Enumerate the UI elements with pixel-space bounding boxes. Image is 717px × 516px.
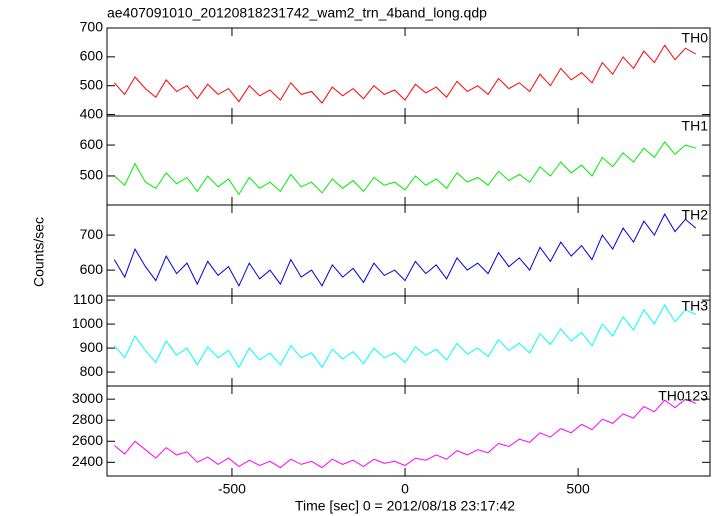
panel-frame xyxy=(106,27,711,117)
y-tick-label: 2400 xyxy=(72,453,103,469)
y-tick-label: 2600 xyxy=(72,432,103,448)
series-label: TH2 xyxy=(682,207,709,223)
data-line xyxy=(113,141,696,196)
chart-title: ae407091010_20120818231742_wam2_trn_4ban… xyxy=(107,5,487,21)
y-tick-label: 1100 xyxy=(73,291,103,307)
series-label: TH1 xyxy=(682,118,709,134)
panel-frame xyxy=(106,385,711,477)
y-tick-label: 600 xyxy=(80,136,104,152)
series-label: TH3 xyxy=(682,298,709,314)
series-label: TH0123 xyxy=(658,388,708,404)
x-tick-label: 0 xyxy=(401,481,409,497)
y-tick-label: 1000 xyxy=(72,315,103,331)
y-tick-label: 3000 xyxy=(72,390,103,406)
y-tick-label: 700 xyxy=(80,19,104,35)
data-line xyxy=(113,213,697,288)
y-axis-label: Counts/sec xyxy=(31,217,47,287)
y-tick-label: 2800 xyxy=(72,411,103,427)
y-tick-label: 900 xyxy=(80,339,104,355)
x-axis-label: Time [sec] 0 = 2012/08/18 23:17:42 xyxy=(295,498,515,514)
data-line xyxy=(113,398,696,469)
y-tick-label: 400 xyxy=(80,105,104,121)
y-tick-label: 600 xyxy=(80,261,104,277)
x-tick-label: 500 xyxy=(566,481,590,497)
y-tick-label: 500 xyxy=(80,76,104,92)
y-tick-label: 800 xyxy=(80,363,104,379)
y-tick-label: 600 xyxy=(80,48,104,64)
data-line xyxy=(113,303,697,369)
y-tick-label: 500 xyxy=(80,167,104,183)
series-label: TH0 xyxy=(682,30,709,46)
panel-frame xyxy=(106,295,711,387)
x-tick-label: -500 xyxy=(218,481,246,497)
panel-frame xyxy=(106,204,711,297)
y-tick-label: 700 xyxy=(80,226,104,242)
data-line xyxy=(113,44,697,104)
